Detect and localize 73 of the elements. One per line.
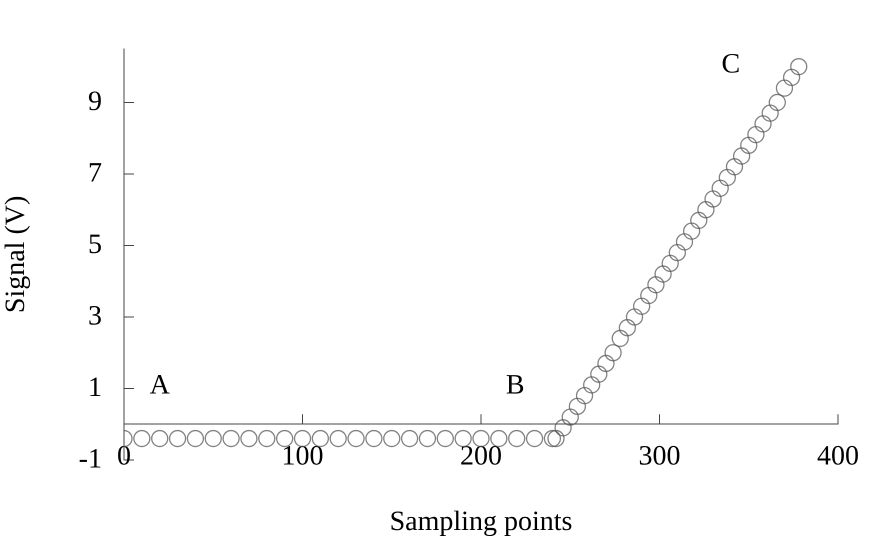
point <box>640 286 658 304</box>
x-axis-title: Sampling points <box>390 506 572 537</box>
point <box>668 244 686 262</box>
point <box>240 430 258 448</box>
y-tick-label: 9 <box>88 86 102 117</box>
point <box>312 430 329 448</box>
point <box>568 398 586 416</box>
point <box>347 430 365 448</box>
point <box>597 354 615 372</box>
y-tick-label: 5 <box>88 228 102 260</box>
point <box>168 430 186 448</box>
annotation: B <box>506 369 525 400</box>
x-tick-label: 200 <box>460 440 502 472</box>
point <box>740 136 758 154</box>
point <box>776 79 794 97</box>
point <box>490 430 508 448</box>
point <box>662 254 679 272</box>
point <box>604 344 622 362</box>
point <box>747 126 765 144</box>
point <box>682 222 700 240</box>
point <box>258 430 276 448</box>
point <box>186 430 204 448</box>
point <box>383 430 400 448</box>
point <box>454 430 472 448</box>
x-tick-label: 100 <box>282 440 324 472</box>
point <box>676 233 694 251</box>
point <box>690 212 708 230</box>
point <box>647 276 665 294</box>
point <box>583 376 600 394</box>
point <box>726 158 744 176</box>
point <box>222 430 240 448</box>
point <box>612 330 629 348</box>
point <box>436 430 454 448</box>
point <box>762 104 779 122</box>
y-tick-label: 3 <box>88 300 102 332</box>
point <box>204 430 222 448</box>
point <box>732 147 750 165</box>
point <box>365 430 383 448</box>
point <box>544 430 562 448</box>
point <box>576 386 594 404</box>
point <box>618 319 636 336</box>
x-tick-label: 0 <box>117 440 131 472</box>
point <box>547 430 565 448</box>
point <box>133 430 150 448</box>
annotation: A <box>150 369 171 400</box>
y-axis-title: Signal (V) <box>0 196 32 314</box>
point <box>562 408 579 426</box>
point <box>768 94 786 112</box>
point <box>276 430 294 448</box>
point <box>400 430 418 448</box>
point <box>697 201 715 218</box>
annotation: C <box>722 48 740 80</box>
point <box>626 308 644 326</box>
point <box>526 430 544 448</box>
x-tick-label: 400 <box>817 440 859 472</box>
point <box>151 430 168 448</box>
point <box>330 430 347 448</box>
point <box>704 190 722 208</box>
point <box>790 58 808 76</box>
point <box>712 180 729 197</box>
point <box>754 115 772 133</box>
y-tick-label: 7 <box>88 157 102 188</box>
y-tick-label: 1 <box>88 372 102 403</box>
y-tick-label: -1 <box>78 443 102 474</box>
point <box>718 168 736 186</box>
point <box>590 366 608 383</box>
point <box>508 430 526 448</box>
x-tick-label: 300 <box>638 440 680 472</box>
point <box>554 419 572 436</box>
point <box>418 430 436 448</box>
point <box>782 68 800 86</box>
point <box>633 298 650 315</box>
point <box>654 265 672 283</box>
